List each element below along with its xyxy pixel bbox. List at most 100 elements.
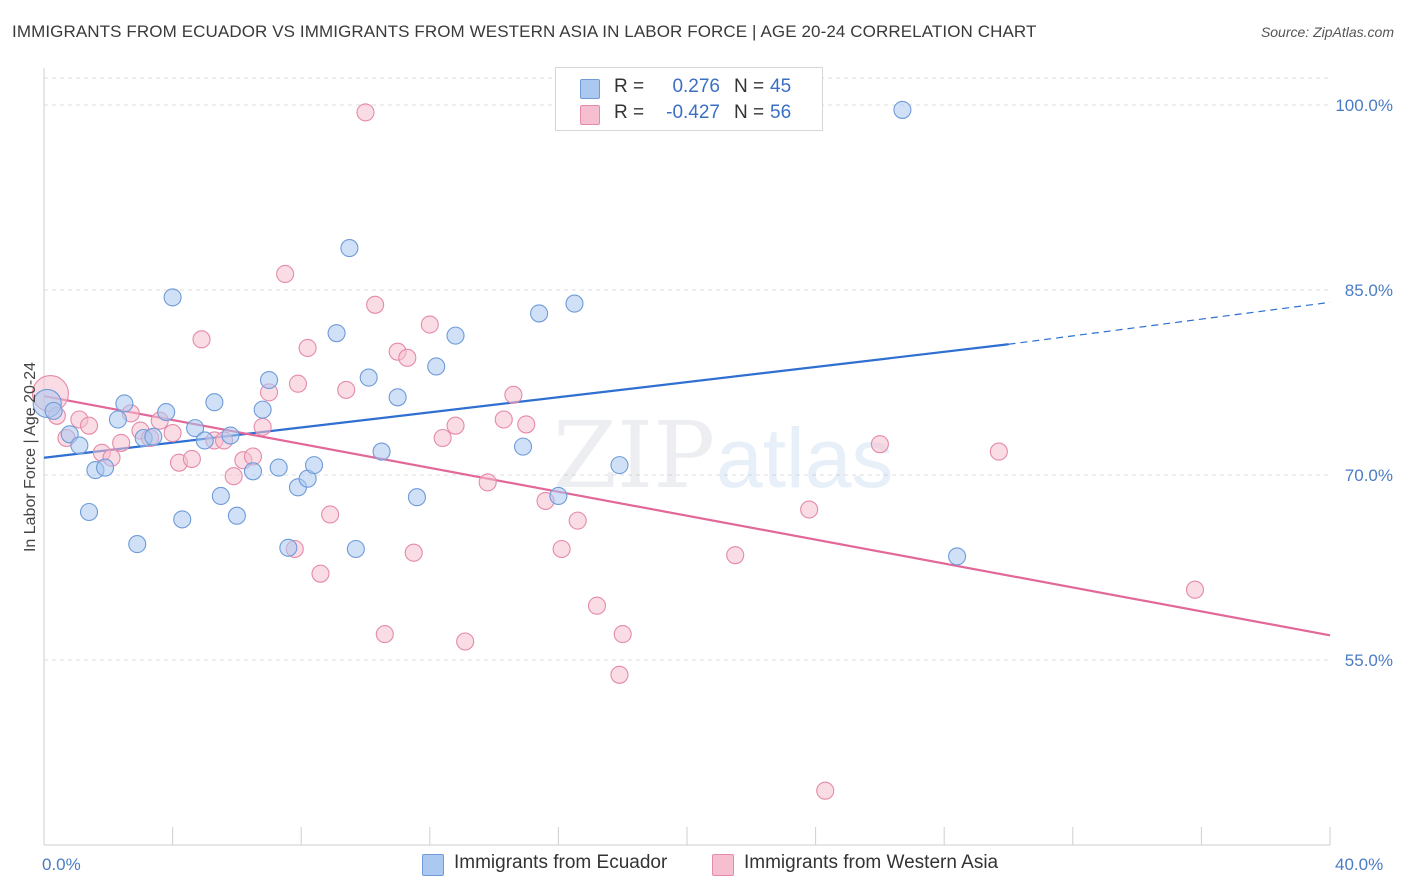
bottom-legend-label: Immigrants from Ecuador [454, 852, 668, 873]
western-asia-point [1185, 580, 1205, 599]
legend-swatch-pink [580, 105, 600, 125]
ecuador-point [530, 304, 549, 323]
ecuador-point [948, 547, 967, 566]
y-tick-label: 85.0% [1345, 281, 1393, 300]
western-asia-point [112, 433, 131, 452]
ecuador-point [195, 431, 214, 450]
western-asia-point [726, 546, 745, 565]
western-asia-point [288, 374, 308, 393]
ecuador-point [243, 462, 263, 481]
western-asia-point [79, 416, 99, 435]
ecuador-point [115, 394, 134, 413]
western-asia-point [613, 625, 632, 644]
western-asia-point [356, 103, 375, 122]
legend-n-value: 45 [770, 76, 792, 97]
axes [43, 68, 1331, 846]
ecuador-point [157, 403, 176, 422]
western-asia-point [253, 417, 272, 436]
chart-title: IMMIGRANTS FROM ECUADOR VS IMMIGRANTS FR… [12, 22, 1037, 41]
y-tick-label: 55.0% [1345, 651, 1393, 670]
watermark-atlas: atlas [716, 411, 893, 505]
y-tick-label: 100.0% [1335, 96, 1393, 115]
western-asia-point [587, 596, 607, 615]
y-axis-label: In Labor Force | Age 20-24 [22, 362, 39, 552]
western-asia-point [989, 442, 1008, 461]
western-asia-point [182, 449, 201, 469]
ecuador-point [186, 419, 205, 438]
western-asia-point [456, 632, 475, 651]
y-tick-label: 70.0% [1345, 466, 1393, 485]
western-asia-point [800, 500, 819, 519]
y-tick-labels: 55.0% 70.0% 85.0% 100.0% [1335, 96, 1393, 670]
legend-r-value: -0.427 [666, 102, 720, 123]
western-asia-point [568, 511, 587, 530]
ecuador-point [610, 456, 629, 475]
western-asia-point [504, 385, 523, 404]
ecuador-point [44, 401, 63, 420]
western-asia-point [517, 415, 536, 434]
source-credit: Source: ZipAtlas.com [1260, 24, 1394, 40]
western-asia-point [276, 264, 295, 284]
bottom-legend-swatch-pink [712, 854, 734, 876]
ecuador-point [407, 488, 426, 507]
legend-n-label: N = [734, 76, 765, 97]
ecuador-point [259, 370, 279, 390]
ecuador-point [128, 535, 147, 554]
x-tick-right: 40.0% [1335, 855, 1383, 874]
western-asia-point [311, 564, 330, 583]
correlation-legend: R = 0.276 N = 45 R = -0.427 N = 56 [555, 67, 823, 131]
ecuador-point [205, 393, 224, 412]
ecuador-point [70, 436, 89, 455]
western-asia-point [870, 435, 889, 454]
legend-swatch-blue [580, 79, 600, 99]
ecuador-point [565, 294, 584, 313]
western-asia-point [404, 543, 423, 562]
ecuador-point [305, 456, 324, 475]
ecuador-point [893, 100, 912, 119]
western-asia-point [366, 295, 385, 314]
ecuador-point [340, 239, 359, 258]
ecuador-point [173, 510, 192, 529]
ecuador-point [427, 357, 446, 376]
legend-r-label: R = [614, 76, 645, 97]
legend-n-value: 56 [770, 102, 792, 123]
ecuador-point [108, 410, 127, 429]
ecuador-point [227, 506, 246, 525]
western-asia-point [478, 473, 497, 492]
ecuador-point [253, 400, 272, 419]
ecuador-point [279, 538, 298, 557]
western-asia-point [816, 781, 835, 800]
grid-lines [44, 77, 1330, 661]
watermark: ZIP atlas [553, 402, 893, 509]
ecuador-point [163, 288, 182, 307]
ecuador-point [513, 437, 533, 456]
bottom-legend-swatch-blue [422, 854, 444, 876]
western-asia-point [552, 539, 571, 559]
western-asia-point [494, 410, 513, 429]
western-asia-point [610, 665, 629, 684]
western-asia-point [433, 428, 452, 448]
western-asia-point [398, 348, 417, 367]
legend-n-label: N = [734, 102, 765, 123]
legend-r-value: 0.276 [672, 76, 720, 97]
watermark-zip: ZIP [553, 402, 715, 509]
ecuador-point [359, 368, 378, 387]
ecuador-point [446, 326, 465, 345]
western-asia-point [337, 380, 356, 399]
ecuador-trend-extension [1008, 301, 1331, 345]
ecuador-point [79, 502, 99, 522]
western-asia-point [192, 330, 211, 349]
western-asia-point [163, 424, 182, 443]
ecuador-point [388, 388, 407, 407]
ecuador-point [549, 486, 568, 506]
ecuador-point [96, 458, 115, 477]
x-tick-left: 0.0% [42, 855, 81, 874]
western-asia-point [375, 625, 394, 644]
western-asia-point [298, 338, 317, 358]
western-asia-point [420, 315, 439, 334]
western-asia-point [224, 467, 243, 486]
ecuador-point [346, 539, 365, 559]
ecuador-point [372, 442, 391, 461]
data-points [31, 100, 1205, 800]
ecuador-point [211, 486, 230, 506]
